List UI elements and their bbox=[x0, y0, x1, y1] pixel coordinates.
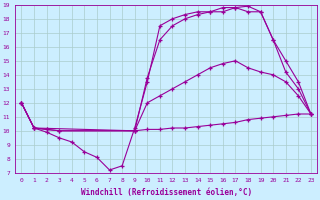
X-axis label: Windchill (Refroidissement éolien,°C): Windchill (Refroidissement éolien,°C) bbox=[81, 188, 252, 197]
